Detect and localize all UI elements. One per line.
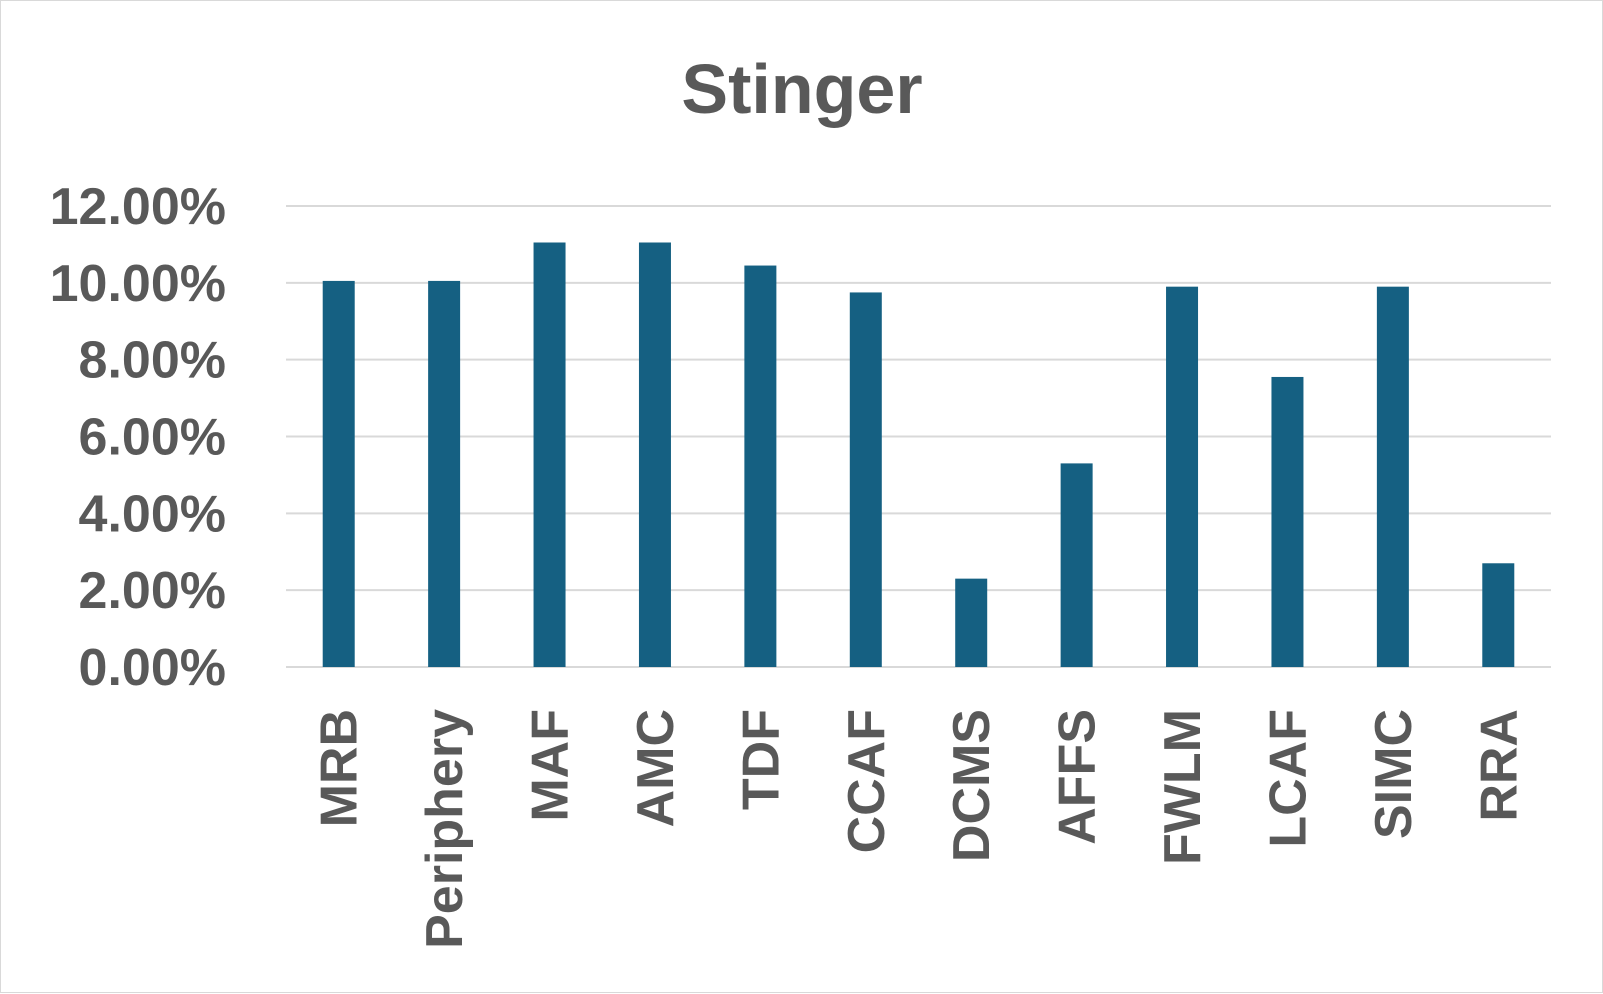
y-tick-label: 8.00% (79, 332, 226, 390)
x-axis-category-labels: MRB Periphery MAF AMC TDF CCAF DCMS AFFS FWLM LCA… (311, 709, 1529, 949)
x-category-label: CCAF (838, 709, 896, 853)
y-tick-label: 0.00% (79, 639, 226, 697)
bar-maf (533, 242, 566, 667)
bar-rra (1482, 563, 1515, 667)
x-category-label: LCAF (1259, 709, 1317, 848)
bar-simc (1376, 286, 1409, 667)
bar-lcaf (1271, 376, 1304, 667)
bar-ccaf (849, 292, 882, 667)
bar-tdf (744, 265, 777, 667)
chart-title: Stinger (681, 50, 922, 128)
y-axis-tick-labels: 0.00% 2.00% 4.00% 6.00% 8.00% 10.00% 12.00% (50, 178, 226, 697)
x-category-label: AFFS (1049, 709, 1107, 845)
x-category-label: TDF (732, 709, 790, 810)
y-tick-label: 10.00% (50, 255, 226, 313)
gridlines (286, 205, 1551, 668)
x-category-label: DCMS (943, 709, 1001, 862)
x-category-label: MAF (522, 709, 580, 822)
x-category-label: SIMC (1365, 709, 1423, 839)
y-tick-label: 4.00% (79, 485, 226, 543)
bar-periphery (428, 280, 461, 667)
bar-fwlm (1166, 286, 1199, 667)
bar-mrb (322, 280, 355, 667)
bars (322, 242, 1515, 667)
y-tick-label: 12.00% (50, 178, 226, 236)
x-category-label: Periphery (416, 709, 474, 949)
x-category-label: AMC (627, 709, 685, 827)
bar-amc (638, 242, 671, 667)
x-category-label: MRB (311, 709, 369, 827)
y-tick-label: 6.00% (79, 409, 226, 467)
bar-dcms (955, 578, 988, 667)
y-tick-label: 2.00% (79, 562, 226, 620)
x-category-label: RRA (1470, 709, 1528, 822)
bar-affs (1060, 463, 1093, 667)
x-category-label: FWLM (1154, 709, 1212, 865)
